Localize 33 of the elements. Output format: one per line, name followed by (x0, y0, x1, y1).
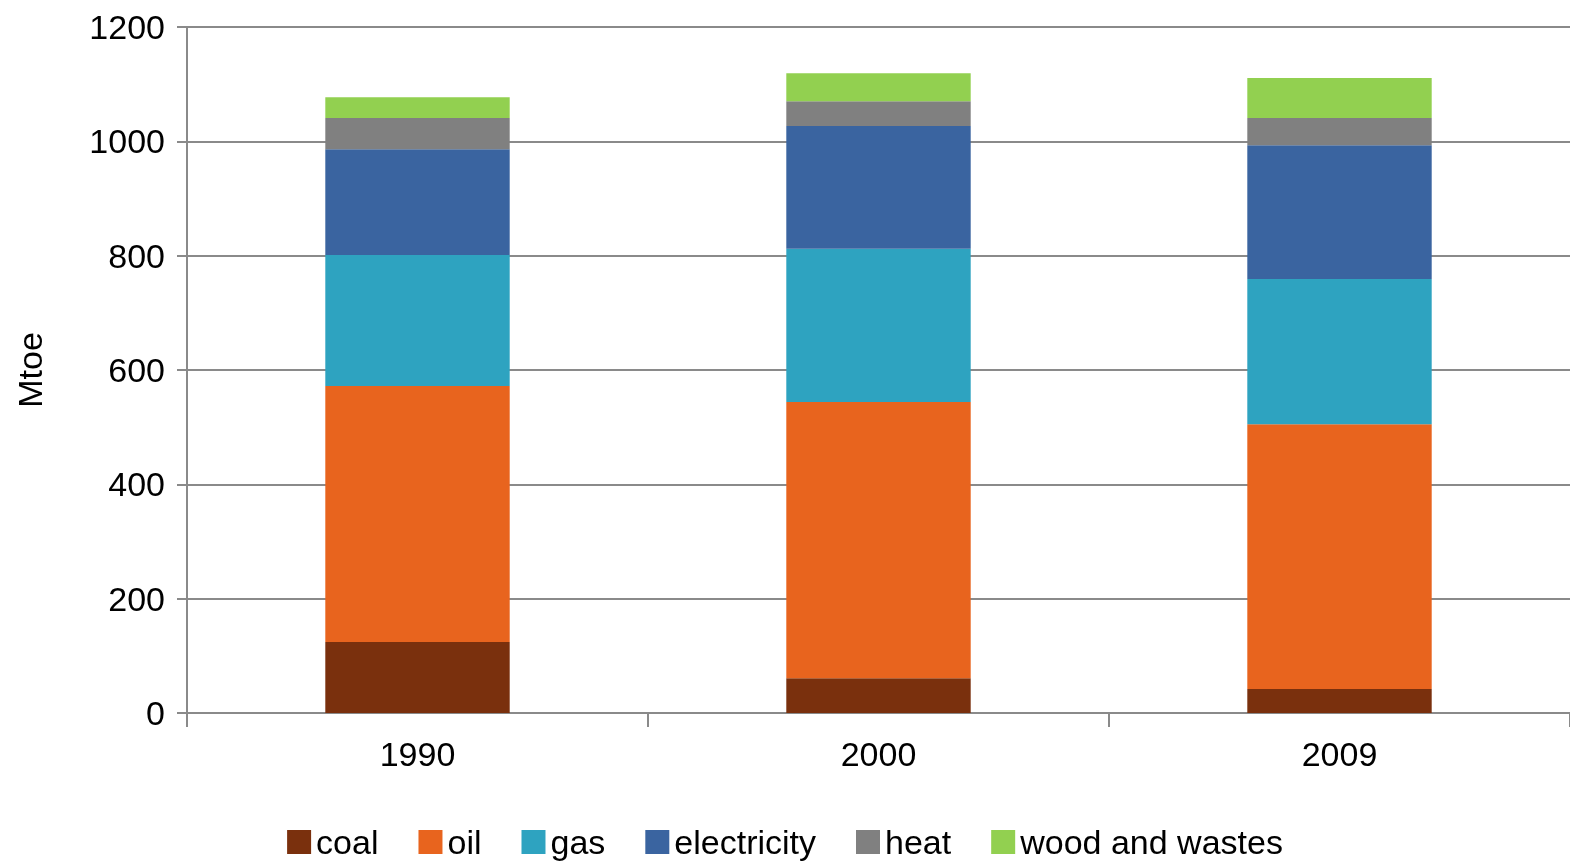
bar (786, 101, 971, 126)
y-tick-label: 0 (146, 694, 165, 732)
bar (786, 125, 971, 249)
x-tick-label: 2000 (840, 735, 917, 773)
bar (325, 97, 510, 118)
legend-label: oil (447, 823, 482, 861)
y-tick-label: 200 (108, 579, 165, 618)
bar (786, 678, 971, 713)
bar (325, 255, 510, 387)
bar (325, 642, 510, 713)
y-tick-label: 800 (108, 236, 165, 275)
legend-label: coal (316, 823, 379, 861)
bar (1247, 77, 1432, 118)
x-tick-label: 2009 (1301, 735, 1378, 773)
legend-label: wood and wastes (1019, 823, 1283, 861)
bar (786, 402, 971, 679)
legend-label: electricity (674, 823, 817, 861)
legend-label: gas (550, 823, 606, 861)
bar (1247, 279, 1432, 425)
y-tick-label: 1000 (89, 122, 165, 161)
bar (786, 73, 971, 102)
legend-label: heat (885, 823, 952, 861)
bar (1247, 688, 1432, 713)
y-axis-title: Mtoe (11, 332, 49, 408)
bar (325, 386, 510, 643)
x-tick-label: 1990 (379, 735, 456, 773)
bar (1247, 424, 1432, 689)
y-tick-label: 400 (108, 465, 165, 504)
bar (786, 248, 971, 403)
bar (325, 149, 510, 256)
bar (1247, 145, 1432, 280)
y-tick-label: 600 (108, 351, 165, 389)
y-tick-label: 1200 (89, 8, 165, 46)
